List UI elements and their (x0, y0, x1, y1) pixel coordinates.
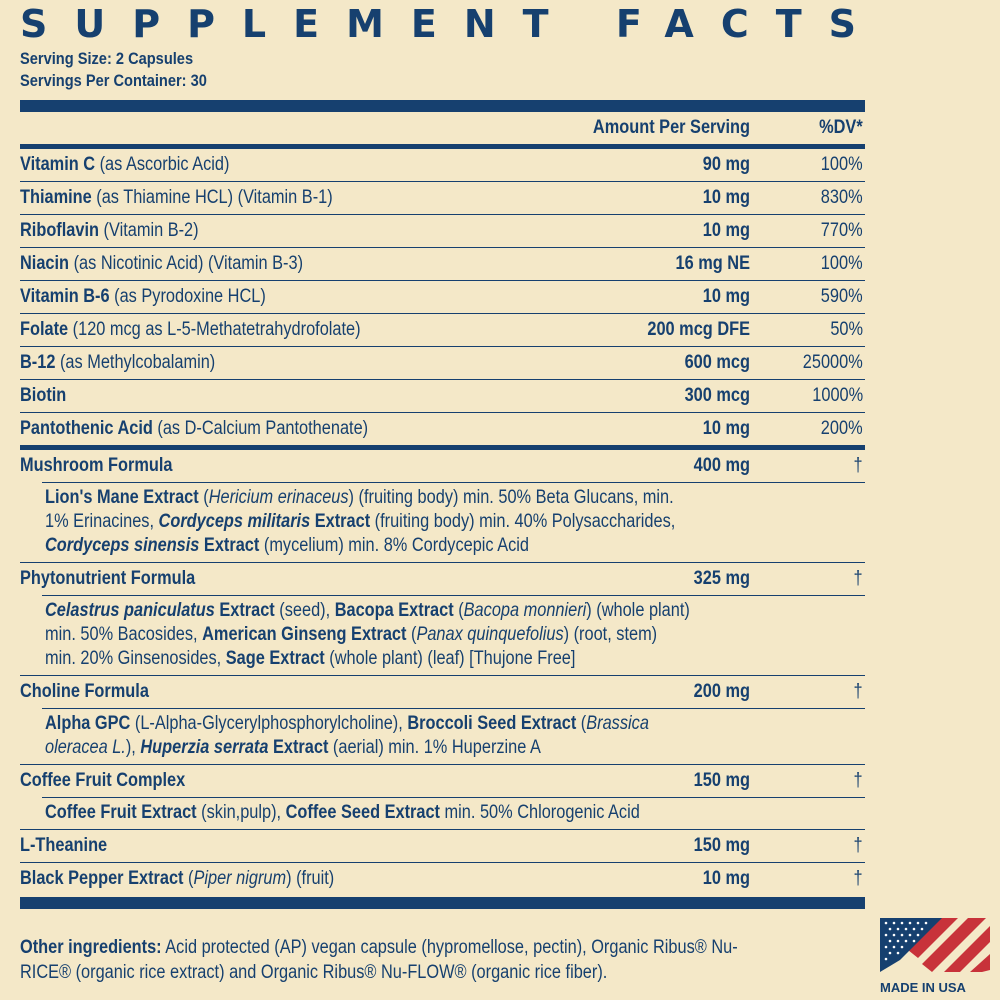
blend-row-phytonutrient: Phytonutrient Formula 325 mg † (20, 568, 863, 589)
nutrient-amount: 200 mcg DFE (647, 319, 750, 340)
other-ingredients: Other ingredients: Acid protected (AP) v… (20, 937, 738, 983)
vitamin-row: Biotin 300 mcg 1000% (20, 380, 865, 412)
serving-info: Serving Size: 2 Capsules Servings Per Co… (20, 48, 207, 92)
nutrient-name: Pantothenic Acid (as D-Calcium Pantothen… (20, 418, 369, 439)
made-in-usa-label: MADE IN USA (880, 980, 966, 995)
vitamin-row: Niacin (as Nicotinic Acid) (Vitamin B-3)… (20, 248, 865, 280)
amount-column-header: Amount Per Serving (592, 117, 750, 138)
nutrient-name: B-12 (as Methylcobalamin) (20, 352, 216, 373)
vitamin-rows: Vitamin C (as Ascorbic Acid) 90 mg 100% Thi… (20, 149, 865, 445)
blend-row-mushroom: Mushroom Formula 400 mg † (20, 455, 863, 476)
vitamin-row: Vitamin B-6 (as Pyrodoxine HCL) 10 mg 590% (20, 281, 865, 313)
nutrient-amount: 600 mcg (684, 352, 750, 373)
nutrient-dv: 830% (821, 187, 863, 208)
blend-row-choline: Choline Formula 200 mg † (20, 681, 863, 702)
nutrient-amount: 300 mcg (684, 385, 750, 406)
row-black-pepper: Black Pepper Extract (Piper nigrum) (fru… (20, 868, 863, 889)
nutrient-dv: 1000% (812, 385, 863, 406)
divider-thick (20, 897, 865, 909)
nutrient-dv: 590% (821, 286, 863, 307)
nutrient-amount: 10 mg (702, 220, 750, 241)
dv-column-header: %DV* (819, 117, 863, 138)
divider-medium (20, 445, 865, 450)
nutrient-amount: 10 mg (702, 418, 750, 439)
nutrient-dv: 770% (821, 220, 863, 241)
column-header-row: Amount Per Serving %DV* (20, 112, 865, 144)
blend-detail-coffee: Coffee Fruit Extract (skin,pulp), Coffee… (45, 802, 640, 823)
nutrient-amount: 16 mg NE (675, 253, 750, 274)
serving-size: Serving Size: 2 Capsules (20, 49, 194, 68)
blend-detail-mushroom: Lion's Mane Extract (Hericium erinaceus)… (45, 487, 676, 556)
nutrient-name: Vitamin C (as Ascorbic Acid) (20, 154, 230, 175)
vitamin-row: Folate (120 mcg as L-5-Methatetrahydrofo… (20, 314, 865, 346)
vitamin-row: B-12 (as Methylcobalamin) 600 mcg 25000% (20, 347, 865, 379)
nutrient-name: Niacin (as Nicotinic Acid) (Vitamin B-3) (20, 253, 304, 274)
nutrient-amount: 90 mg (702, 154, 750, 175)
divider-thick (20, 100, 865, 112)
blend-row-coffee: Coffee Fruit Complex 150 mg † (20, 770, 863, 791)
page-title: SUPPLEMENT FACTS (20, 2, 884, 46)
blend-detail-choline: Alpha GPC (L-Alpha-Glycerylphosphorylcho… (45, 713, 649, 758)
nutrient-name: Vitamin B-6 (as Pyrodoxine HCL) (20, 286, 266, 307)
nutrient-name: Folate (120 mcg as L-5-Methatetrahydrofo… (20, 319, 361, 340)
nutrient-dv: 25000% (803, 352, 863, 373)
vitamin-row: Riboflavin (Vitamin B-2) 10 mg 770% (20, 215, 865, 247)
nutrient-name: Riboflavin (Vitamin B-2) (20, 220, 199, 241)
supplement-facts-table: Amount Per Serving %DV* Vitamin C (as As… (20, 100, 865, 909)
vitamin-row: Pantothenic Acid (as D-Calcium Pantothen… (20, 413, 865, 445)
nutrient-name: Biotin (20, 385, 67, 406)
servings-per-container: Servings Per Container: 30 (20, 71, 207, 90)
vitamin-row: Thiamine (as Thiamine HCL) (Vitamin B-1)… (20, 182, 865, 214)
nutrient-amount: 10 mg (702, 187, 750, 208)
nutrient-name: Thiamine (as Thiamine HCL) (Vitamin B-1) (20, 187, 333, 208)
row-l-theanine: L-Theanine 150 mg † (20, 835, 863, 856)
vitamin-row: Vitamin C (as Ascorbic Acid) 90 mg 100% (20, 149, 865, 181)
nutrient-dv: 200% (821, 418, 863, 439)
blend-detail-phytonutrient: Celastrus paniculatus Extract (seed), Ba… (45, 600, 690, 669)
divider-medium (20, 144, 865, 149)
us-flag-icon (880, 918, 990, 980)
nutrient-amount: 10 mg (702, 286, 750, 307)
nutrient-dv: 100% (821, 154, 863, 175)
nutrient-dv: 50% (830, 319, 863, 340)
nutrient-dv: 100% (821, 253, 863, 274)
